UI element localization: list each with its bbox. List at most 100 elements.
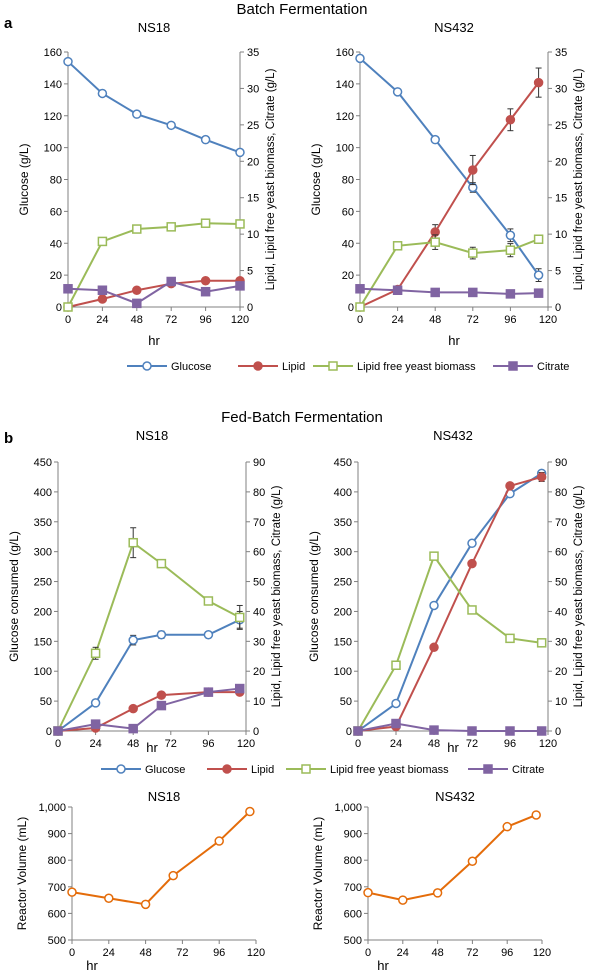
y-tick-label: 300 <box>334 547 352 559</box>
data-point-citrate <box>429 725 439 735</box>
data-point-lipid-free-yeast-biomass <box>128 537 138 548</box>
y2-tick-label: 0 <box>253 726 259 738</box>
y2-tick-label: 10 <box>247 229 259 241</box>
y2-tick-label: 70 <box>555 517 567 529</box>
y-tick-label: 600 <box>344 908 362 920</box>
x-axis-label: hr <box>447 740 459 755</box>
y-tick-label: 700 <box>48 882 66 894</box>
data-point-lipid-free-yeast-biomass <box>200 218 211 228</box>
data-point-citrate <box>468 287 478 298</box>
x-axis-label: hr <box>448 333 460 348</box>
data-point-glucose <box>63 56 73 67</box>
x-tick-label: 96 <box>504 738 516 750</box>
data-point-lipid <box>132 285 142 295</box>
data-point-lipid-free-yeast-biomass <box>429 551 439 561</box>
data-point-lipid <box>533 77 544 88</box>
series-line-citrate <box>67 280 241 305</box>
data-point-glucose <box>156 630 167 640</box>
data-point-lipid-free-yeast-biomass <box>505 633 515 644</box>
chart-title: NS432 <box>435 789 475 804</box>
y-axis-label: Glucose (g/L) <box>309 143 323 215</box>
data-point-lipid <box>429 642 439 653</box>
y2-tick-label: 5 <box>247 266 253 278</box>
y2-tick-label: 25 <box>555 120 567 132</box>
y-axis-label: Glucose (g/L) <box>17 143 31 215</box>
y-tick-label: 150 <box>34 636 52 648</box>
y2-tick-label: 35 <box>247 47 259 59</box>
chart-title: NS18 <box>136 428 169 443</box>
x-tick-label: 0 <box>55 738 61 750</box>
data-point-lipid-free-yeast-biomass <box>97 236 108 247</box>
y-tick-label: 40 <box>50 238 62 250</box>
series-line-citrate <box>57 687 240 732</box>
x-tick-label: 0 <box>355 738 361 750</box>
data-point-lipid <box>200 276 211 286</box>
y-tick-label: 0 <box>56 302 62 314</box>
y-tick-label: 150 <box>334 636 352 648</box>
y-tick-label: 450 <box>34 457 52 469</box>
x-tick-label: 48 <box>428 738 440 750</box>
x-tick-label: 72 <box>165 314 177 326</box>
legend-b-lipid-label: Lipid <box>251 764 274 776</box>
data-point-citrate <box>467 726 477 736</box>
x-tick-label: 72 <box>466 947 478 959</box>
data-point-citrate <box>505 726 515 736</box>
y2-tick-label: 80 <box>555 487 567 499</box>
data-point-lipid-free-yeast-biomass <box>156 558 167 569</box>
x-axis-label: hr <box>148 333 160 348</box>
x-tick-label: 24 <box>397 947 409 959</box>
y2-axis-label: Lipid, Lipid free yeast biomass, Citrate… <box>573 68 585 290</box>
y2-tick-label: 15 <box>247 193 259 205</box>
data-point-glucose <box>132 109 142 119</box>
y-tick-label: 80 <box>342 175 354 187</box>
series-line-citrate <box>357 722 542 732</box>
y2-tick-label: 60 <box>253 547 265 559</box>
data-point-lipid <box>97 294 108 304</box>
series-line-glucose <box>57 618 241 732</box>
data-point-citrate <box>128 723 138 734</box>
legend-a-biomass-marker <box>328 361 338 371</box>
x-tick-label: 96 <box>213 947 225 959</box>
y-tick-label: 300 <box>34 547 52 559</box>
chart-4: NS43205010015020025030035040045001020304… <box>307 428 585 755</box>
data-point-citrate <box>505 289 516 299</box>
y-tick-label: 50 <box>40 696 52 708</box>
data-point-lipid-free-yeast-biomass <box>430 237 440 247</box>
y2-tick-label: 15 <box>555 193 567 205</box>
y-tick-label: 350 <box>34 517 52 529</box>
data-point-reactor-volume <box>432 888 443 898</box>
y2-tick-label: 25 <box>247 120 259 132</box>
data-point-lipid-free-yeast-biomass <box>536 638 547 648</box>
legend-a-lipid-marker <box>253 361 263 371</box>
data-point-reactor-volume <box>214 836 224 846</box>
y-tick-label: 100 <box>336 143 354 155</box>
y-tick-label: 120 <box>336 111 354 123</box>
data-point-glucose <box>128 635 138 645</box>
data-point-lipid <box>536 472 547 482</box>
data-point-lipid-free-yeast-biomass <box>533 234 544 244</box>
y-axis-label: Glucose consumed (g/L) <box>7 531 21 662</box>
data-point-lipid-free-yeast-biomass <box>391 660 401 670</box>
x-axis-label: hr <box>86 958 98 973</box>
data-point-lipid <box>468 165 478 175</box>
x-tick-label: 96 <box>199 314 211 326</box>
data-point-reactor-volume <box>398 895 408 905</box>
y-tick-label: 900 <box>344 829 362 841</box>
data-point-citrate <box>355 284 365 294</box>
data-point-citrate <box>533 288 544 298</box>
data-point-citrate <box>132 298 142 309</box>
series-line-reactor-volume <box>367 814 537 902</box>
legend-b-glucose-marker <box>116 764 126 774</box>
y2-tick-label: 50 <box>253 577 265 589</box>
data-point-lipid <box>505 115 516 125</box>
data-point-lipid-free-yeast-biomass <box>235 219 245 229</box>
data-point-lipid-free-yeast-biomass <box>467 605 477 615</box>
data-point-citrate <box>430 287 440 298</box>
y-tick-label: 900 <box>48 829 66 841</box>
y2-tick-label: 40 <box>555 606 567 618</box>
y2-tick-label: 50 <box>555 577 567 589</box>
y-tick-label: 450 <box>334 457 352 469</box>
y-tick-label: 140 <box>44 79 62 91</box>
y2-tick-label: 90 <box>253 457 265 469</box>
